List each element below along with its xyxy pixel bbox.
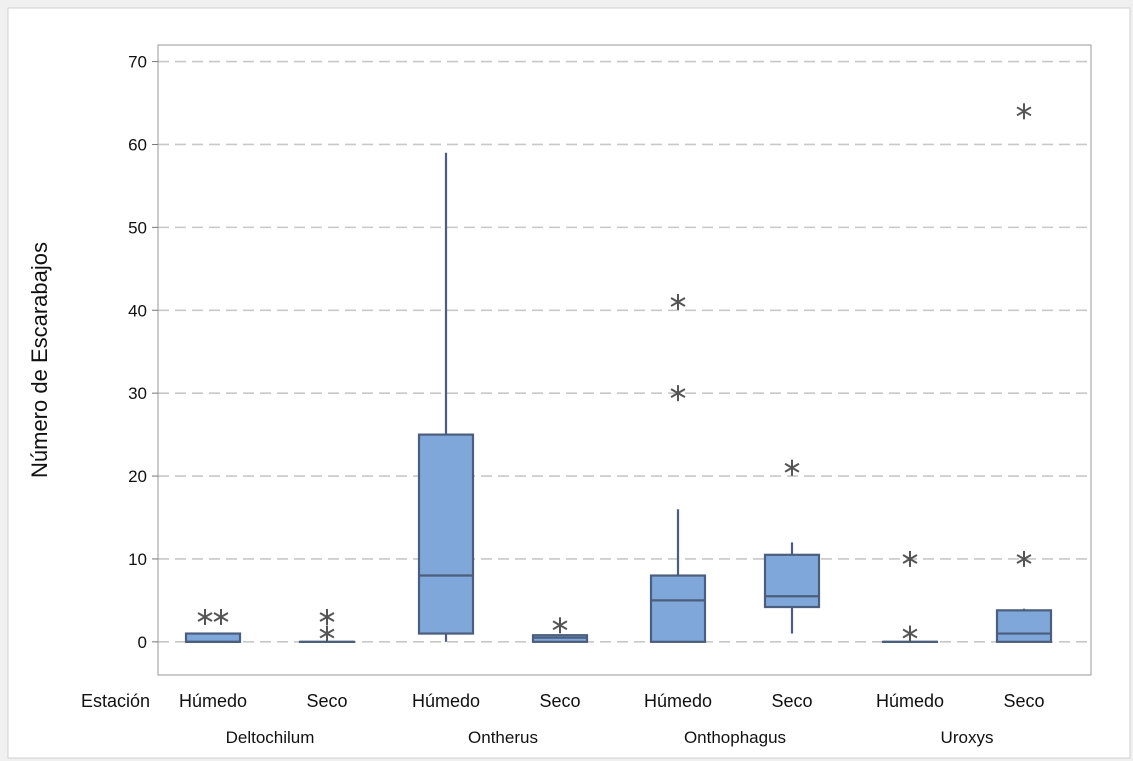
season-label: Seco xyxy=(539,691,580,711)
outlier-point xyxy=(1016,550,1032,567)
box-onthophagus-seco xyxy=(763,459,821,634)
group-label: Onthophagus xyxy=(684,728,786,747)
group-label: Deltochilum xyxy=(226,728,315,747)
outlier-point xyxy=(197,608,213,625)
outlier-point xyxy=(670,293,686,310)
season-label: Húmedo xyxy=(876,691,944,711)
box-uroxys-humedo xyxy=(881,550,939,643)
box-body xyxy=(649,574,707,643)
box-onthophagus-humedo xyxy=(649,293,707,643)
box-ontherus-seco xyxy=(531,617,589,643)
y-tick-label: 0 xyxy=(138,633,147,652)
outlier-stroke xyxy=(902,628,918,639)
y-axis-label: Número de Escarabajos xyxy=(27,242,52,478)
y-tick-label: 70 xyxy=(128,53,147,72)
box-body xyxy=(763,553,821,609)
season-label: Húmedo xyxy=(179,691,247,711)
outlier-point xyxy=(902,550,918,567)
box-uroxys-seco xyxy=(995,103,1053,643)
group-label: Uroxys xyxy=(941,728,994,747)
outlier-stroke xyxy=(670,388,686,399)
y-tick-label: 40 xyxy=(128,301,147,320)
box-body xyxy=(417,433,475,635)
box-body xyxy=(184,632,242,643)
outlier-stroke xyxy=(319,628,335,639)
outlier-point xyxy=(319,608,335,625)
outlier-stroke xyxy=(319,612,335,622)
outlier-point xyxy=(784,459,800,476)
outlier-stroke xyxy=(784,462,800,473)
outlier-point xyxy=(902,625,918,642)
figure-panel xyxy=(7,7,1131,759)
plot-area-border xyxy=(157,44,1092,676)
season-label: Húmedo xyxy=(412,691,480,711)
box-layer xyxy=(184,103,1053,643)
box-deltochilum-seco xyxy=(298,608,356,643)
season-label: Húmedo xyxy=(644,691,712,711)
season-label: Seco xyxy=(306,691,347,711)
outlier-stroke xyxy=(197,612,213,622)
outlier-point xyxy=(670,385,686,402)
box-deltochilum-humedo xyxy=(184,608,242,643)
box-ontherus-humedo xyxy=(417,152,475,642)
outlier-point xyxy=(552,617,568,634)
y-tick-label: 50 xyxy=(128,218,147,237)
outlier-stroke xyxy=(1016,106,1032,117)
outlier-point xyxy=(319,625,335,642)
y-tick-label: 20 xyxy=(128,467,147,486)
season-label: Seco xyxy=(771,691,812,711)
y-axis-ticks: 0 10 20 30 40 50 60 70 xyxy=(128,53,158,652)
factor-label: Estación xyxy=(81,691,150,711)
outlier-stroke xyxy=(213,612,229,622)
outlier-stroke xyxy=(552,620,568,631)
season-label: Seco xyxy=(1003,691,1044,711)
outlier-point xyxy=(213,608,229,625)
y-tick-label: 10 xyxy=(128,550,147,569)
outlier-stroke xyxy=(1016,554,1032,564)
outlier-stroke xyxy=(670,297,686,307)
y-tick-label: 30 xyxy=(128,384,147,403)
outlier-stroke xyxy=(902,554,918,564)
outlier-point xyxy=(1016,103,1032,120)
y-tick-label: 60 xyxy=(128,135,147,154)
group-label: Ontherus xyxy=(468,728,538,747)
box-body xyxy=(995,609,1053,643)
